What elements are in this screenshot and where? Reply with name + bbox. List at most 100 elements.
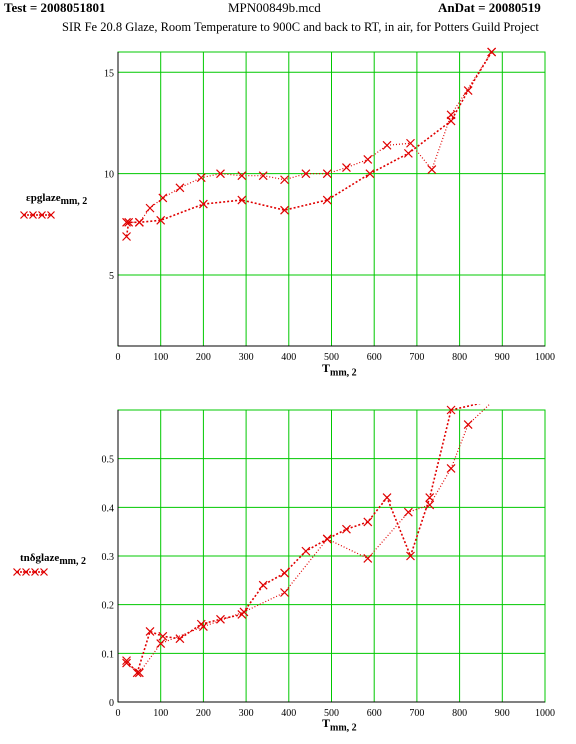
top-chart-x-tick-label: 600 — [367, 352, 382, 363]
top-chart-series-2-point — [487, 47, 497, 57]
bottom-chart-series-2-point — [403, 507, 413, 517]
top-chart-y-axis-label: εpglazemm, 2 — [26, 192, 87, 207]
bottom-chart-y-tick-label: 0.2 — [102, 601, 115, 612]
top-chart-x-tick-label: 0 — [116, 352, 121, 363]
top-chart-series-1-line — [125, 51, 493, 237]
top-chart-series-2-line — [126, 51, 493, 223]
bottom-chart-series-1-point — [406, 551, 415, 561]
top-chart-series-2-point — [134, 217, 144, 227]
bottom-chart-series-2-point — [122, 658, 131, 668]
top-chart-series-2-point — [258, 171, 268, 181]
bottom-chart-series-2-point — [198, 622, 208, 631]
top-chart-series-1-point — [198, 199, 208, 209]
bottom-chart-series-1-point — [342, 524, 351, 534]
top-chart-x-tick-label: 300 — [239, 352, 254, 363]
bottom-chart-y-tick-label: 0.5 — [102, 455, 115, 466]
bottom-chart-series-2-point — [463, 420, 473, 430]
top-chart-series-2-point — [406, 138, 415, 148]
bottom-chart-x-tick-label: 600 — [367, 708, 382, 719]
top-chart-series-2-point — [196, 173, 206, 183]
bottom-chart-y-label-main: tnδglaze — [20, 552, 60, 564]
top-chart-x-label-main: T — [322, 361, 331, 375]
bottom-chart-series-2-point — [156, 639, 166, 649]
bottom-chart-series-1-point — [175, 634, 185, 644]
bottom-chart-y-tick-label: 0.4 — [102, 503, 115, 514]
bottom-chart-x-label-main: T — [322, 716, 331, 730]
top-chart-x-label-sub: mm, 2 — [330, 367, 357, 379]
bottom-chart-series-2-point — [363, 554, 373, 563]
bottom-chart-series-1-line — [125, 404, 481, 675]
top-chart-y-tick-label: 10 — [104, 170, 114, 181]
top-chart-series-1-point — [365, 169, 375, 179]
top-chart-legend-marker — [47, 211, 55, 219]
top-chart-y-tick-label: 5 — [109, 271, 114, 282]
bottom-chart-y-tick-label: 0.1 — [102, 649, 115, 660]
top-chart-x-tick-label: 1000 — [535, 352, 555, 363]
bottom-chart-series-1-point — [280, 568, 289, 578]
analysis-date-label: AnDat = 20080519 — [438, 0, 541, 15]
bottom-chart-y-label-sub: mm, 2 — [59, 556, 86, 568]
bottom-chart-x-tick-label: 200 — [196, 708, 211, 719]
top-chart-legend-marker — [38, 211, 46, 219]
top-chart-y-label-sub: mm, 2 — [60, 196, 88, 208]
bottom-chart-series-1-point — [158, 631, 168, 641]
bottom-chart-series-1-point — [301, 546, 311, 556]
bottom-chart-y-tick-label: 0 — [109, 698, 114, 709]
top-chart-series-1-point — [156, 215, 166, 225]
top-chart-x-tick-label: 700 — [409, 352, 424, 363]
bottom-chart-series-1-point — [446, 405, 456, 415]
bottom-chart-series-1-point — [425, 493, 435, 503]
top-chart-series-1-point — [403, 148, 413, 158]
top-chart-series-2-point — [145, 203, 155, 213]
bottom-chart-legend-marker — [22, 568, 30, 576]
bottom-chart-y-axis-label: tnδglazemm, 2 — [20, 552, 86, 567]
bottom-chart-x-tick-label: 1000 — [535, 708, 555, 719]
top-chart-x-tick-label: 800 — [452, 352, 467, 363]
top-chart-series-2-point — [322, 169, 332, 179]
top-chart-legend-marker — [20, 211, 28, 219]
top-chart-x-axis-label: Tmm, 2 — [322, 361, 357, 378]
top-chart-series-2-point — [301, 169, 311, 179]
bottom-chart-legend-marker — [31, 568, 39, 576]
bottom-chart-series-2-point — [239, 607, 249, 617]
top-chart-y-label-main: εpglaze — [26, 192, 61, 204]
bottom-chart-x-tick-label: 100 — [153, 708, 168, 719]
top-chart-series-2-point — [427, 165, 437, 175]
top-chart-series-1-point — [322, 195, 332, 205]
bottom-chart-series-1-point — [132, 668, 142, 678]
bottom-chart-series-1-point — [122, 656, 131, 666]
bottom-chart-x-label-sub: mm, 2 — [330, 722, 357, 734]
bottom-chart-x-tick-label: 0 — [116, 708, 121, 719]
test-id-label: Test = 2008051801 — [4, 0, 106, 15]
top-chart-series-2-point — [382, 140, 392, 150]
bottom-chart-series-2-line — [126, 404, 491, 674]
bottom-chart-series-1-point — [216, 614, 225, 624]
top-chart-series-2-point — [280, 175, 289, 185]
top-chart-x-tick-label: 400 — [281, 352, 296, 363]
top-chart-series-2-point — [363, 155, 373, 164]
top-chart-x-tick-label: 100 — [153, 352, 168, 363]
top-chart-series-1-point — [237, 195, 247, 205]
bottom-chart-series-2-point — [322, 534, 332, 544]
top-chart-series-2-point — [216, 169, 225, 179]
top-chart-x-tick-label: 200 — [196, 352, 211, 363]
top-chart-series-1-point — [124, 217, 134, 227]
top-chart-series-2-point — [446, 110, 456, 120]
bottom-chart-x-tick-label: 800 — [452, 708, 467, 719]
bottom-chart-x-tick-label: 400 — [281, 708, 296, 719]
bottom-chart-series-1-point — [258, 580, 268, 590]
top-chart-y-tick-label: 15 — [104, 68, 114, 79]
bottom-chart-x-tick-label: 500 — [324, 708, 339, 719]
top-chart-series-1-point — [122, 232, 131, 241]
top-chart-x-tick-label: 900 — [495, 352, 510, 363]
bottom-chart-series-2-point — [134, 668, 144, 678]
chart-subtitle: SIR Fe 20.8 Glaze, Room Temperature to 9… — [62, 20, 539, 34]
bottom-chart-series-1-point — [363, 517, 373, 527]
top-chart-series-2-point — [237, 171, 247, 181]
top-chart-series-2-point — [122, 217, 131, 227]
bottom-chart-x-tick-label: 700 — [409, 708, 424, 719]
bottom-chart-x-tick-label: 300 — [239, 708, 254, 719]
file-name-label: MPN00849b.mcd — [228, 0, 321, 15]
top-chart-series-1-point — [280, 205, 289, 215]
